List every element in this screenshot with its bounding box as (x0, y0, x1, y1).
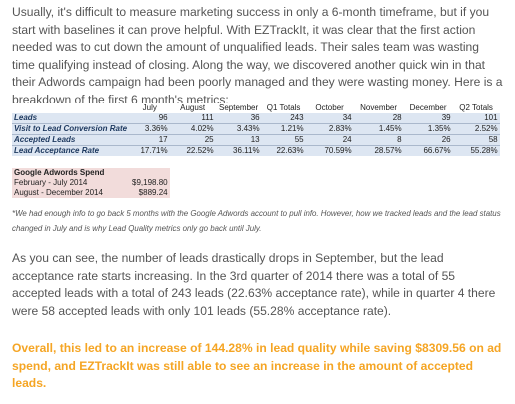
spend-title: Google Adwords Spend (12, 168, 130, 178)
table-cell: 243 (261, 113, 306, 124)
table-cell: 96 (130, 113, 170, 124)
table-spacer (12, 156, 500, 168)
table-cell: 111 (169, 113, 216, 124)
spend-empty (169, 178, 500, 188)
spend-blank-cell (130, 168, 170, 178)
table-cell: 66.67% (403, 145, 453, 156)
table-cell: 28.57% (353, 145, 404, 156)
header-blank-cell (12, 103, 130, 113)
table-cell: 17 (130, 134, 170, 146)
table-cell: 8 (353, 134, 404, 146)
intro-paragraph: Usually, it's difficult to measure marke… (12, 5, 503, 107)
table-cell: 58 (452, 134, 500, 146)
column-header: August (169, 103, 216, 113)
spacer-cell (12, 156, 500, 168)
table-row: Accepted Leads 17 25 13 55 24 8 26 58 (12, 134, 500, 146)
table-cell: 101 (452, 113, 500, 124)
spend-label: February - July 2014 (12, 178, 130, 188)
footnote: *We had enough info to go back 5 months … (12, 209, 501, 233)
spend-empty (169, 168, 500, 178)
row-label: Visit to Lead Conversion Rate (12, 123, 130, 135)
highlight-paragraph: Overall, this led to an increase of 144.… (12, 341, 502, 391)
table-cell: 24 (305, 134, 354, 146)
table-cell: 4.02% (169, 123, 216, 135)
table-cell: 26 (403, 134, 453, 146)
table-cell: 22.63% (261, 145, 306, 156)
table-cell: 17.71% (130, 145, 170, 156)
table-cell: 1.35% (403, 123, 453, 135)
spend-label: August - December 2014 (12, 188, 130, 198)
column-header: December (403, 103, 453, 113)
column-header: September (215, 103, 262, 113)
table-row: Visit to Lead Conversion Rate 3.36% 4.02% 3… (12, 123, 500, 135)
spend-row: August - December 2014 $889.24 (12, 188, 500, 198)
table-cell: 2.52% (452, 123, 500, 135)
table-cell: 55.28% (452, 145, 500, 156)
table-header-row: July August September Q1 Totals October Novem… (12, 103, 500, 113)
table-row: Lead Acceptance Rate 17.71% 22.52% 36.11% 22… (12, 145, 500, 156)
table-cell: 2.83% (305, 123, 354, 135)
table-cell: 1.21% (261, 123, 306, 135)
table-cell: 3.43% (215, 123, 262, 135)
table-cell: 22.52% (169, 145, 216, 156)
table-cell: 36 (215, 113, 262, 124)
spend-title-row: Google Adwords Spend (12, 168, 500, 178)
row-label: Leads (12, 113, 130, 124)
metrics-table: July August September Q1 Totals October Novem… (12, 103, 500, 198)
table-row: Leads 96 111 36 243 34 28 39 101 (12, 113, 500, 124)
table-cell: 28 (353, 113, 404, 124)
row-label: Accepted Leads (12, 134, 130, 146)
spend-value: $889.24 (130, 188, 170, 198)
column-header: Q2 Totals (452, 103, 500, 113)
column-header: November (353, 103, 404, 113)
table-cell: 25 (169, 134, 216, 146)
table-cell: 34 (305, 113, 354, 124)
row-label: Lead Acceptance Rate (12, 145, 130, 156)
table-cell: 39 (403, 113, 453, 124)
table-cell: 13 (215, 134, 262, 146)
table-cell: 70.59% (305, 145, 354, 156)
column-header: Q1 Totals (261, 103, 306, 113)
spend-value: $9,198.80 (130, 178, 170, 188)
column-header: October (305, 103, 354, 113)
table-cell: 3.36% (130, 123, 170, 135)
analysis-paragraph: As you can see, the number of leads dras… (12, 251, 496, 318)
spend-row: February - July 2014 $9,198.80 (12, 178, 500, 188)
table-cell: 1.45% (353, 123, 404, 135)
table-cell: 55 (261, 134, 306, 146)
column-header: July (130, 103, 170, 113)
spend-empty (169, 188, 500, 198)
table-cell: 36.11% (215, 145, 262, 156)
